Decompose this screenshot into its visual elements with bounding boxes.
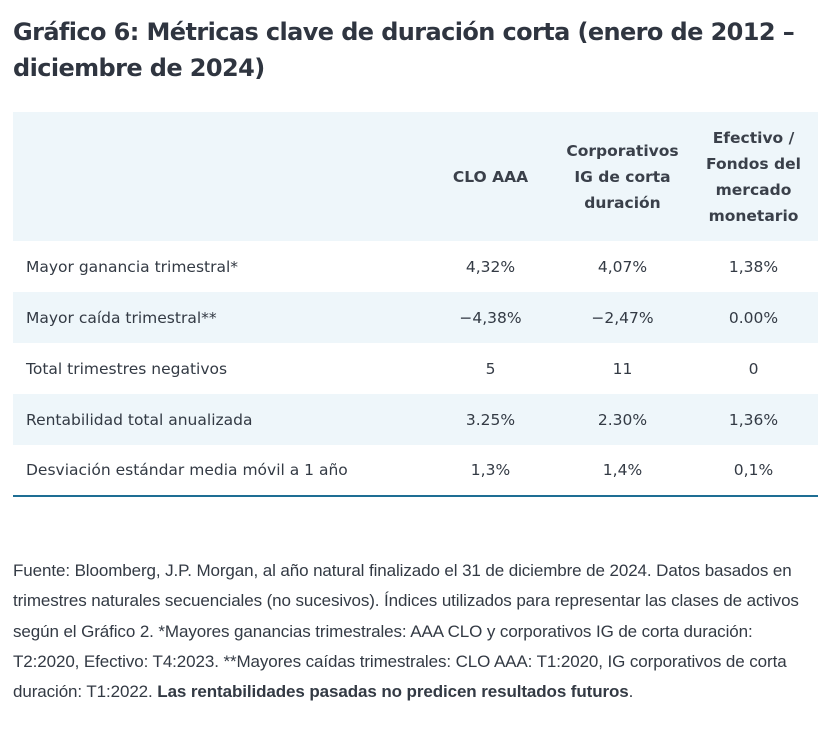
row-label: Desviación estándar media móvil a 1 año	[26, 461, 348, 479]
header-label-column	[13, 112, 425, 241]
cell-ig-corporates: 11	[612, 359, 633, 378]
source-footnote: Fuente: Bloomberg, J.P. Morgan, al año n…	[13, 556, 823, 707]
cell-ig-corporates: 4,07%	[597, 257, 648, 276]
cell-ig-corporates: −2,47%	[591, 308, 654, 327]
metrics-table: CLO AAA Corporativos IG de corta duració…	[13, 112, 818, 497]
table-row: Rentabilidad total anualizada 3.25% 2.30…	[13, 394, 818, 445]
page-title: Gráfico 6: Métricas clave de duración co…	[13, 18, 795, 82]
table-row: Mayor caída trimestral** −4,38% −2,47% 0…	[13, 292, 818, 343]
table-row: Total trimestres negativos 5 11 0	[13, 343, 818, 394]
cell-clo-aaa: −4,38%	[459, 308, 522, 327]
cell-cash-mmf: 1,38%	[728, 257, 779, 276]
header-ig-corporates-text: Corporativos IG de corta duración	[566, 141, 679, 212]
cell-cash-mmf: 0.00%	[728, 308, 779, 327]
disclaimer-bold: Las rentabilidades pasadas no predicen r…	[157, 682, 629, 702]
row-label: Mayor caída trimestral**	[26, 308, 217, 327]
cell-cash-mmf: 0,1%	[733, 461, 774, 479]
header-cash-mmf-text: Efectivo / Fondos del mercado monetario	[706, 128, 801, 225]
cell-clo-aaa: 3.25%	[465, 410, 516, 429]
cell-cash-mmf: 0	[748, 359, 759, 378]
cell-clo-aaa: 4,32%	[465, 257, 516, 276]
cell-ig-corporates: 2.30%	[597, 410, 648, 429]
cell-clo-aaa: 5	[485, 359, 496, 378]
footnote-text: Fuente: Bloomberg, J.P. Morgan, al año n…	[13, 561, 799, 702]
table-header-row: CLO AAA Corporativos IG de corta duració…	[13, 112, 818, 241]
table-row: Desviación estándar media móvil a 1 año …	[13, 445, 818, 496]
header-ig-corporates: Corporativos IG de corta duración	[556, 112, 689, 241]
table-row: Mayor ganancia trimestral* 4,32% 4,07% 1…	[13, 241, 818, 292]
header-cash-mmf: Efectivo / Fondos del mercado monetario	[689, 112, 818, 241]
row-label: Mayor ganancia trimestral*	[26, 257, 239, 276]
cell-cash-mmf: 1,36%	[728, 410, 779, 429]
row-label: Rentabilidad total anualizada	[26, 410, 253, 429]
footnote-end: .	[628, 682, 634, 702]
header-clo-aaa: CLO AAA	[452, 167, 529, 186]
row-label: Total trimestres negativos	[26, 359, 228, 378]
cell-clo-aaa: 1,3%	[470, 461, 511, 479]
cell-ig-corporates: 1,4%	[602, 461, 643, 479]
